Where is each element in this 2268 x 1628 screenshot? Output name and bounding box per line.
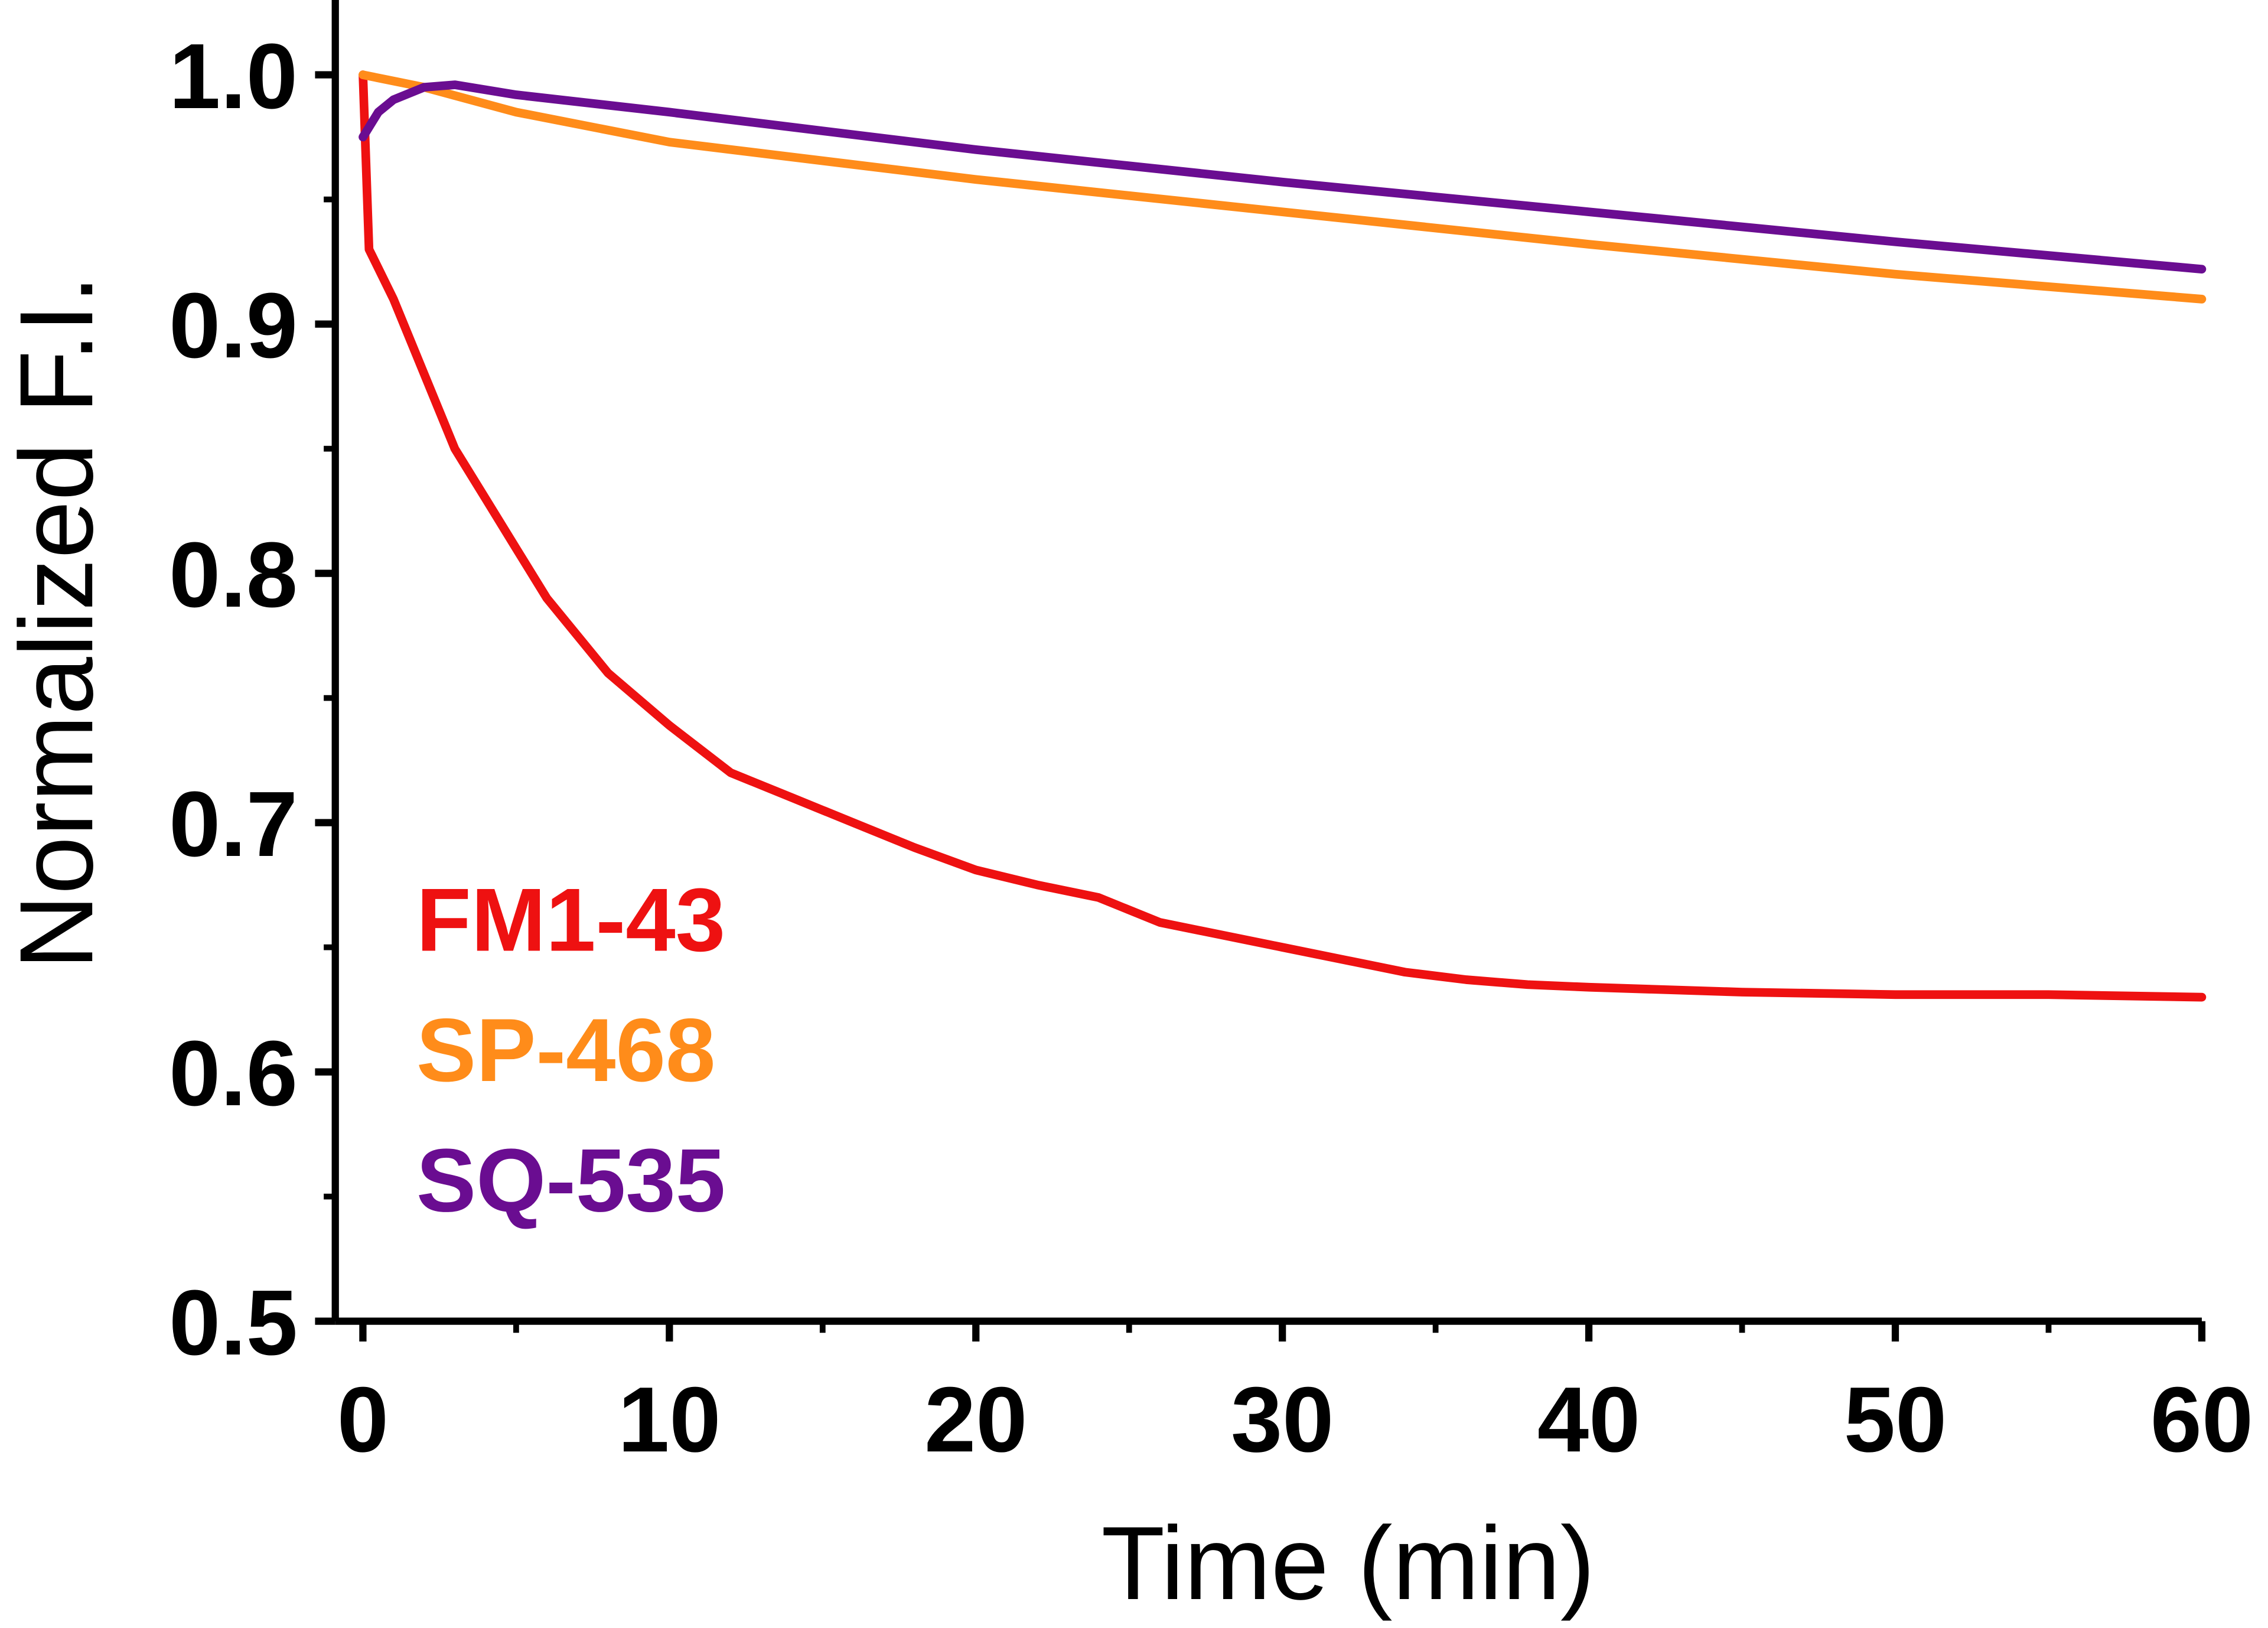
data-line xyxy=(359,70,2207,1002)
legend-label: FM1-43 xyxy=(416,871,725,971)
legend-label: SP-468 xyxy=(416,1001,716,1100)
y-tick-label: 0.8 xyxy=(169,523,298,627)
y-tick-label: 0.9 xyxy=(169,274,298,377)
x-axis-title: Time (min) xyxy=(1102,1505,1595,1622)
y-tick-label: 0.6 xyxy=(169,1022,298,1125)
x-tick-label: 0 xyxy=(337,1368,389,1471)
data-line xyxy=(359,80,2207,274)
y-axis-title: Normalized F.I. xyxy=(0,275,115,969)
legend-label: SQ-535 xyxy=(416,1131,725,1230)
y-tick-label: 0.7 xyxy=(169,773,298,876)
data-line xyxy=(359,70,2207,304)
x-tick-label: 30 xyxy=(1231,1368,1334,1471)
y-tick-label: 0.5 xyxy=(169,1271,298,1375)
x-tick-label: 40 xyxy=(1537,1368,1640,1471)
x-tick-label: 20 xyxy=(924,1368,1027,1471)
x-tick-label: 60 xyxy=(2150,1368,2253,1471)
x-tick-label: 50 xyxy=(1844,1368,1947,1471)
y-tick-label: 1.0 xyxy=(169,25,298,128)
x-tick-label: 10 xyxy=(618,1368,721,1471)
